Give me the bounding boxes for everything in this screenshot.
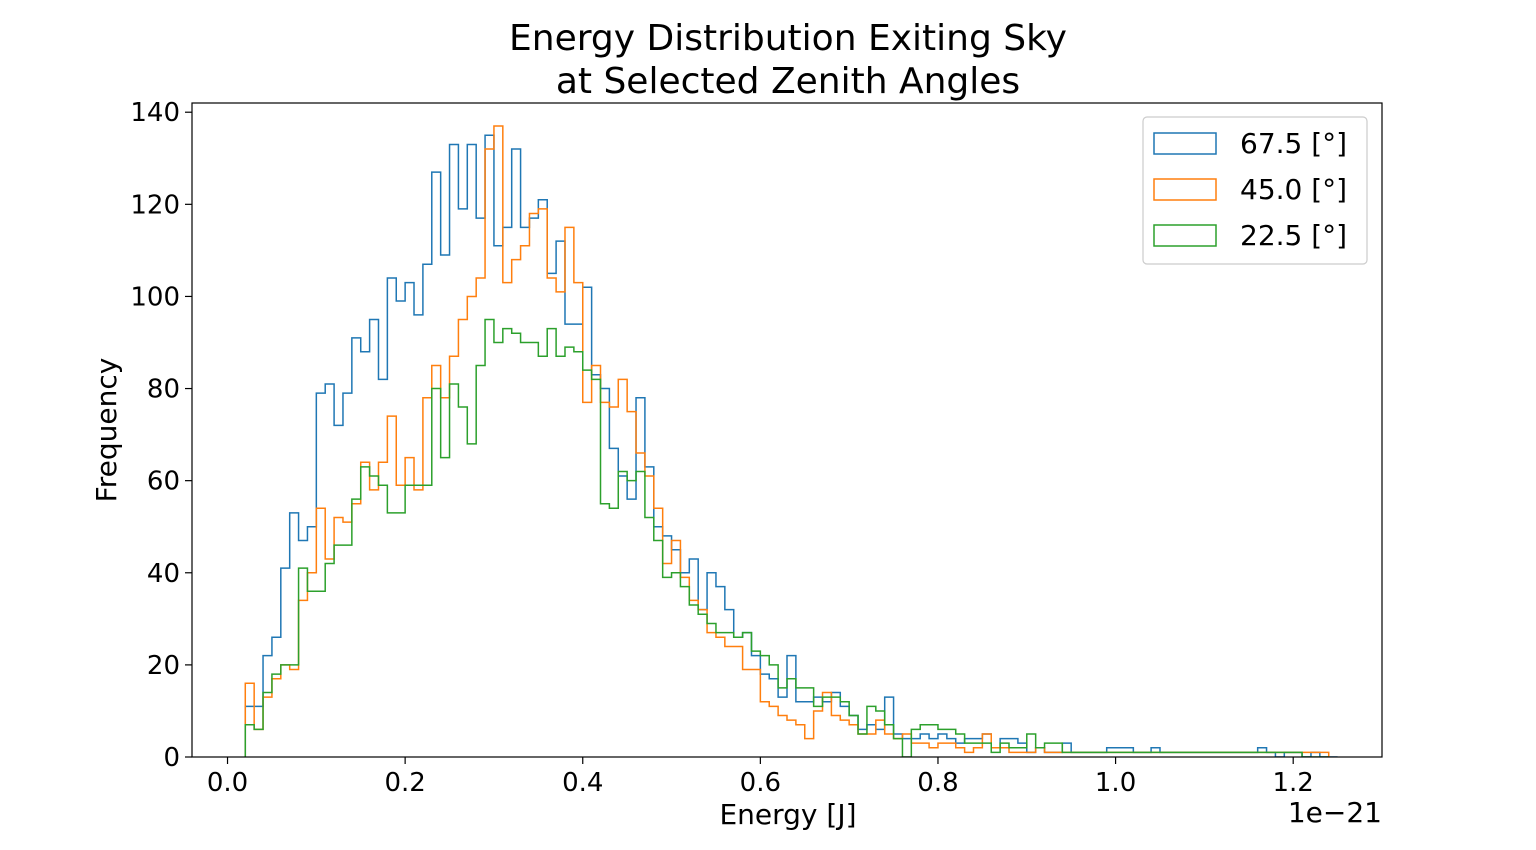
y-tick-label: 120 <box>130 190 180 220</box>
x-tick-label: 1.2 <box>1273 768 1314 798</box>
x-axis: 0.0 0.2 0.4 0.6 0.8 1.0 1.2 <box>207 757 1314 798</box>
y-tick-label: 60 <box>147 467 180 497</box>
legend-entry-label: 67.5 [°] <box>1240 127 1347 160</box>
x-axis-label: Energy [J] <box>719 798 856 831</box>
y-tick-label: 40 <box>147 559 180 589</box>
histogram-series-3 <box>244 318 1329 757</box>
y-tick-label: 100 <box>130 282 180 312</box>
x-axis-offset-text: 1e−21 <box>1288 796 1382 829</box>
legend-entry-label: 22.5 [°] <box>1240 219 1347 252</box>
plot-frame <box>191 102 1383 758</box>
y-axis-label: Frequency <box>90 358 123 503</box>
series-layer <box>244 125 1338 757</box>
y-tick-label: 140 <box>130 98 180 128</box>
y-tick-label: 0 <box>163 743 180 773</box>
x-tick-label: 0.2 <box>384 768 425 798</box>
x-tick-label: 0.6 <box>740 768 781 798</box>
plot-area <box>191 102 1383 758</box>
y-tick-label: 20 <box>147 651 180 681</box>
legend-swatch <box>1153 224 1217 247</box>
x-tick-label: 0.4 <box>562 768 603 798</box>
x-tick-label: 1.0 <box>1095 768 1136 798</box>
chart-title: Energy Distribution Exiting Sky <box>509 18 1067 59</box>
legend-entry-label: 45.0 [°] <box>1240 173 1347 206</box>
y-tick-label: 80 <box>147 375 180 405</box>
chart-subtitle: at Selected Zenith Angles <box>556 61 1020 102</box>
legend-swatch <box>1153 132 1217 155</box>
legend: 67.5 [°] 45.0 [°] 22.5 [°] <box>1142 116 1368 265</box>
legend-swatch <box>1153 178 1217 201</box>
x-tick-label: 0.0 <box>207 768 248 798</box>
y-axis: 0 20 40 60 80 100 120 140 <box>130 98 192 773</box>
x-tick-label: 0.8 <box>917 768 958 798</box>
